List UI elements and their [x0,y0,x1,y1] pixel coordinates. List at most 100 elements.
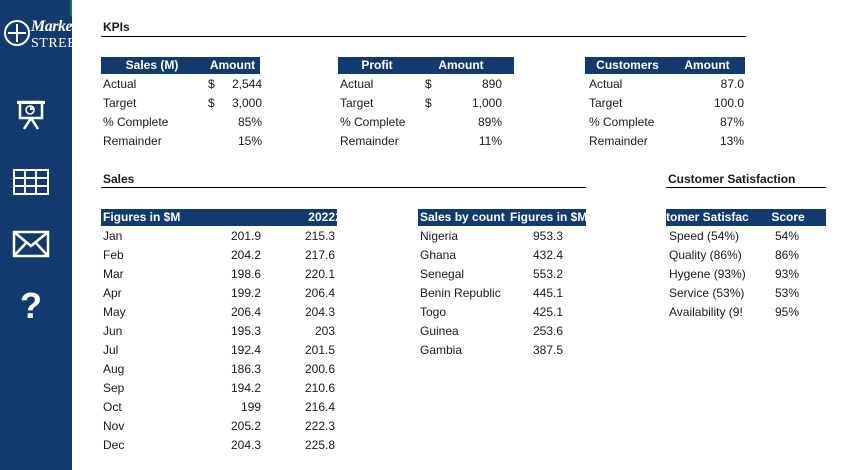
sales-kpi-value: 15% [237,134,262,148]
month-2022-value: 206.4 [304,286,335,300]
sales-kpi-label: Remainder [103,134,162,148]
country-label: Senegal [420,267,465,281]
satisfaction-score: 95% [774,305,799,319]
profit-kpi-value: 89% [477,115,502,129]
profit-kpi-currency: $ [425,96,432,110]
customers-kpi-value: 13% [719,134,744,148]
month-2021-value: 205.2 [230,419,261,433]
month-label: Aug [103,362,125,376]
country-header-figures: Figures in $M [510,210,586,224]
month-2021-value: 199.2 [230,286,261,300]
customers-kpi-header-amount: Amount [684,58,730,72]
profit-kpi-label: Actual [340,77,374,91]
month-2021-value: 199 [240,400,261,414]
satisfaction-score: 53% [774,286,799,300]
satisfaction-score: 93% [774,267,799,281]
country-value: 387.5 [532,343,563,357]
satisfaction-score: 86% [774,248,799,262]
satisfaction-label: Availability (9! [669,305,743,319]
country-label: Nigeria [420,229,459,243]
month-2022-value: 210.6 [304,381,335,395]
month-2022-value: 201.5 [304,343,335,357]
profit-kpi-value: 11% [478,134,502,148]
market-street-logo: Market STREET [4,18,85,60]
satisfaction-label: Speed (54%) [669,229,740,243]
month-2022-value: 225.8 [304,438,335,452]
kpis-title: KPIs [103,20,130,34]
sales-kpi-label: Actual [103,77,137,91]
monthly-header-2022-label: 2022 [308,210,335,224]
logo-wheel-icon [4,20,30,46]
profit-kpi-value: 890 [481,77,502,91]
sales-kpi-label: % Complete [103,115,169,129]
country-header-label: Sales by count [420,210,505,224]
country-value: 553.2 [532,267,563,281]
help-icon[interactable]: ? [20,285,42,326]
month-label: Nov [103,419,125,433]
country-label: Benin Republic [420,286,501,300]
customers-kpi-header-label: Customers [596,58,659,72]
satisfaction-label: Hygene (93%) [669,267,746,281]
sales-kpi-header-amount: Amount [209,58,256,72]
satisfaction-header-score: Score [771,210,805,224]
month-label: Jul [103,343,119,357]
country-label: Ghana [420,248,457,262]
month-label: Jun [103,324,123,338]
customers-kpi-header: Customers Amount [585,57,745,74]
table-icon[interactable] [10,164,52,200]
country-value: 953.3 [532,229,563,243]
sales-kpi-currency: $ [208,96,215,110]
profit-kpi-label: Remainder [340,134,399,148]
sales-kpi-value: 2,544 [231,77,262,91]
monthly-sales-header: Figures in $M [101,209,337,226]
satisfaction-label: Quality (86%) [669,248,742,262]
month-2021-value: 192.4 [230,343,261,357]
month-2022-value: 204.3 [304,305,335,319]
customers-kpi-label: Actual [589,77,623,91]
month-2022-value: 220.1 [304,267,335,281]
country-value: 253.6 [532,324,563,338]
month-2022-value: 216.4 [304,400,335,414]
country-sales-header: Sales by count Figures in $M [418,209,586,226]
profit-kpi-header-amount: Amount [438,58,484,72]
country-label: Guinea [420,324,459,338]
sales-kpi-header-label: Sales (M) [125,58,179,72]
profit-kpi-label: % Complete [340,115,406,129]
customers-kpi-value: 100.0 [713,96,744,110]
country-label: Togo [420,305,447,319]
presentation-icon[interactable] [10,98,52,134]
sales-kpi-value: 85% [237,115,262,129]
sales-kpi-value: 3,000 [231,96,262,110]
month-2021-value: 195.3 [230,324,261,338]
satisfaction-rule [666,187,826,188]
satisfaction-score: 54% [774,229,799,243]
profit-kpi-header: Profit Amount [338,57,514,74]
customers-kpi-value: 87% [719,115,744,129]
month-2021-value: 194.2 [230,381,261,395]
sidebar [0,0,72,470]
customers-kpi-label: Remainder [589,134,648,148]
monthly-header-figures: Figures in $M [103,210,181,224]
country-value: 445.1 [532,286,563,300]
month-2022-value: 217.6 [304,248,335,262]
month-label: Jan [103,229,123,243]
logo-line2: STREET [31,36,86,51]
month-label: Oct [103,400,122,414]
monthly-header-2021-label: 2021 [335,210,362,224]
sales-rule [101,187,586,188]
profit-kpi-header-label: Profit [361,58,393,72]
month-label: Sep [103,381,125,395]
month-2021-value: 204.3 [230,438,261,452]
customers-kpi-label: % Complete [589,115,655,129]
month-2021-value: 204.2 [230,248,261,262]
month-2021-value: 186.3 [230,362,261,376]
cell-cursor-marker [70,0,72,16]
profit-kpi-currency: $ [425,77,432,91]
logo-line1: Market [31,18,77,35]
mail-icon[interactable] [10,226,52,262]
month-2022-value: 203 [314,324,335,338]
satisfaction-label: Service (53%) [669,286,745,300]
customers-kpi-label: Target [589,96,623,110]
satisfaction-header: tomer Satisfac Score [666,209,826,226]
sales-kpi-currency: $ [208,77,215,91]
